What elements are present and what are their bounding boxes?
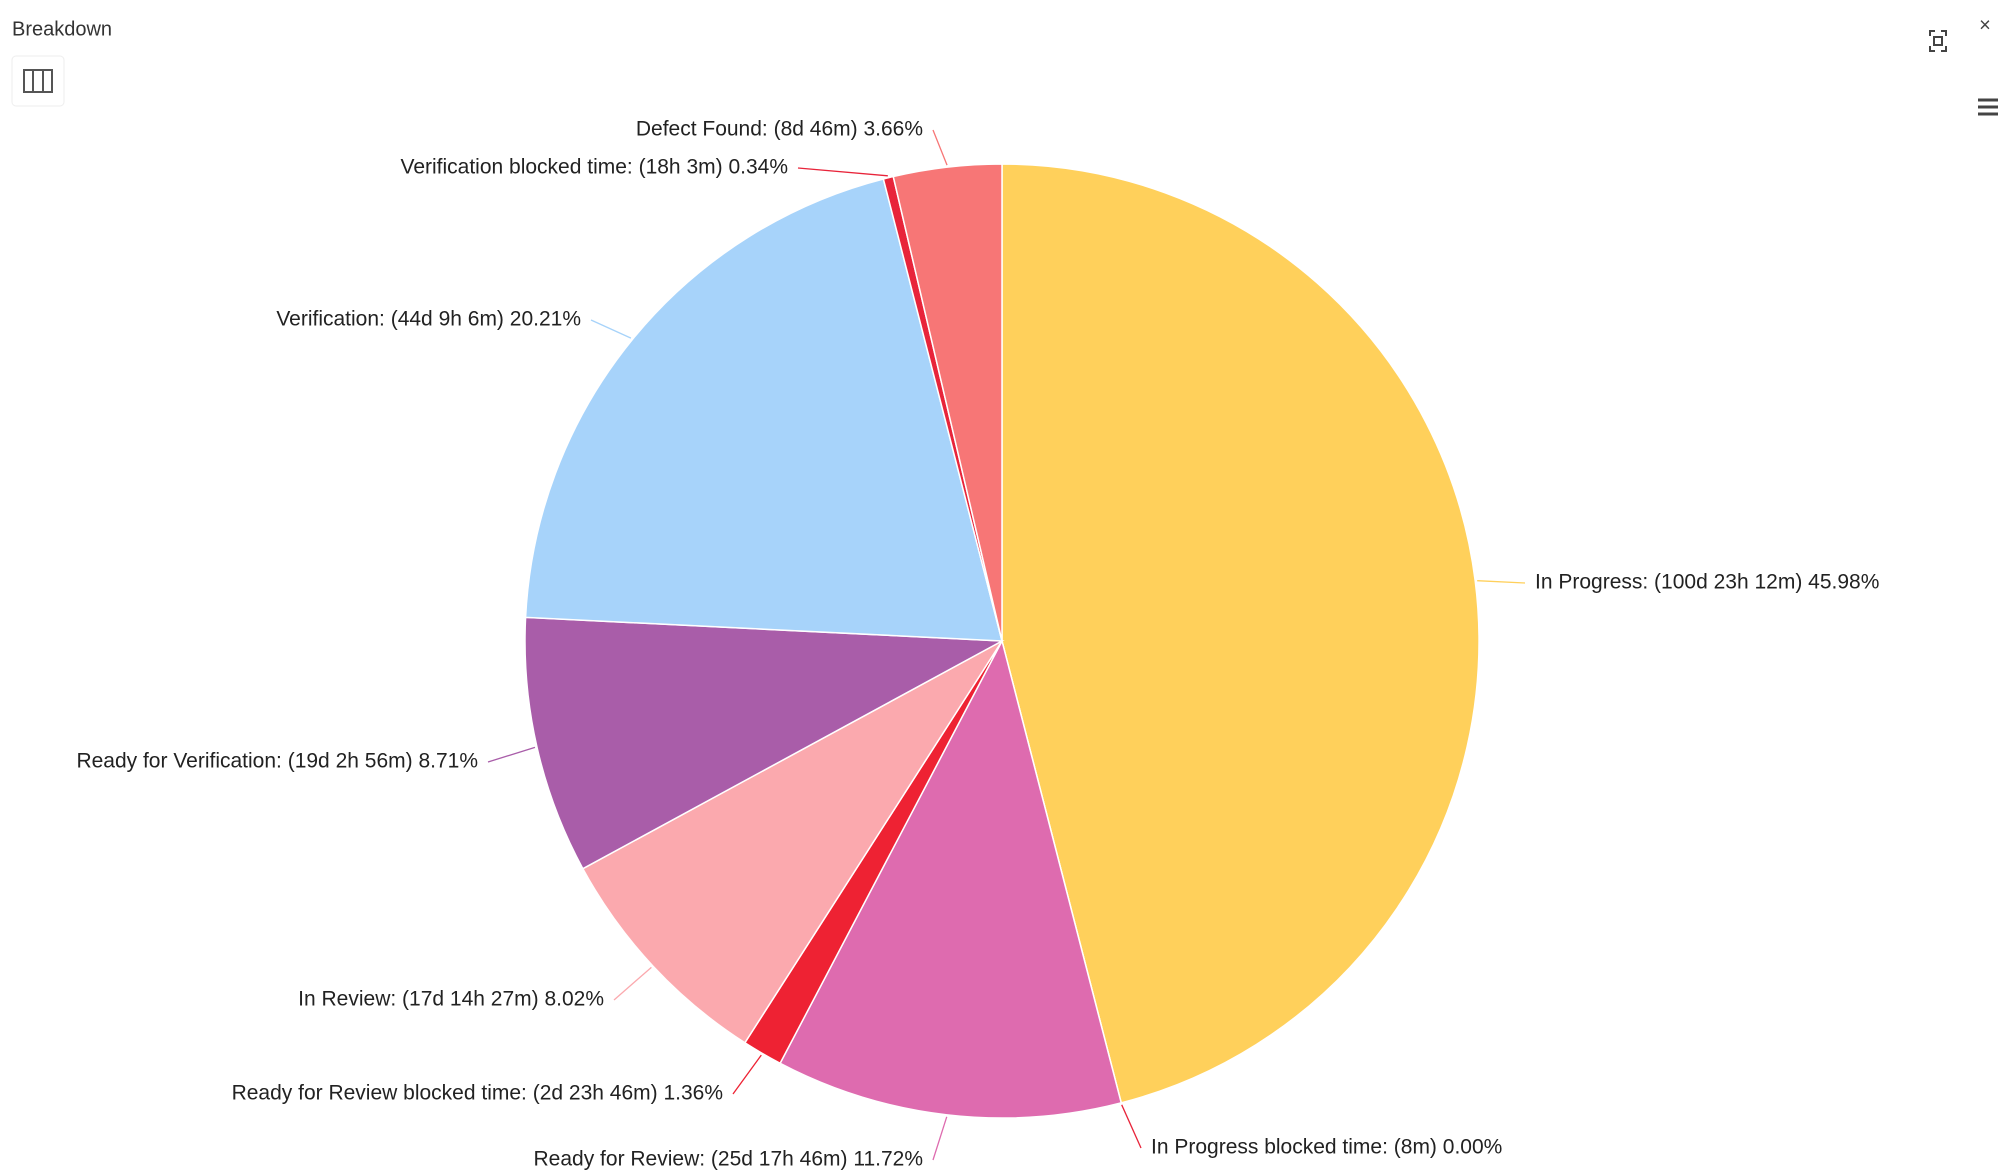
data-label: Ready for Review blocked time: (2d 23h 4… bbox=[232, 1082, 723, 1105]
icon-shape bbox=[23, 69, 53, 93]
data-label: Verification blocked time: (18h 3m) 0.34… bbox=[400, 156, 788, 179]
pie-slice bbox=[581, 640, 1003, 1044]
pie-slice bbox=[1001, 163, 1480, 1104]
data-label: In Progress: (100d 23h 12m) 45.98% bbox=[1535, 571, 1879, 594]
icon-shape bbox=[1929, 30, 1947, 52]
icon-shape bbox=[1933, 36, 1943, 46]
pie-slice bbox=[892, 163, 1003, 642]
close-button[interactable]: × bbox=[1979, 14, 1991, 36]
leader-line bbox=[932, 1116, 948, 1161]
data-label: In Progress blocked time: (8m) 0.00% bbox=[1151, 1136, 1502, 1159]
panel-title: Breakdown bbox=[12, 18, 112, 40]
data-label: Ready for Verification: (19d 2h 56m) 8.7… bbox=[76, 750, 478, 773]
layout-icon[interactable] bbox=[11, 55, 65, 107]
pie-slice bbox=[524, 178, 1003, 642]
fit-icon[interactable] bbox=[1929, 30, 1947, 52]
leader-line bbox=[1477, 580, 1526, 584]
pie-slice bbox=[779, 638, 1123, 1119]
menu-icon[interactable] bbox=[1978, 98, 1998, 116]
leader-line bbox=[1121, 1104, 1142, 1149]
data-label: Defect Found: (8d 46m) 3.66% bbox=[636, 118, 923, 141]
data-label: In Review: (17d 14h 27m) 8.02% bbox=[298, 988, 604, 1011]
leader-line bbox=[932, 129, 948, 166]
data-label: Verification: (44d 9h 6m) 20.21% bbox=[276, 308, 581, 331]
pie-slice bbox=[524, 616, 1005, 870]
leader-line bbox=[487, 746, 536, 763]
leader-line bbox=[797, 167, 888, 177]
leader-line bbox=[613, 966, 652, 1001]
data-label: Ready for Review: (25d 17h 46m) 11.72% bbox=[534, 1148, 923, 1171]
leader-line bbox=[590, 319, 632, 339]
icon-box bbox=[11, 55, 65, 107]
leader-line bbox=[732, 1054, 762, 1095]
